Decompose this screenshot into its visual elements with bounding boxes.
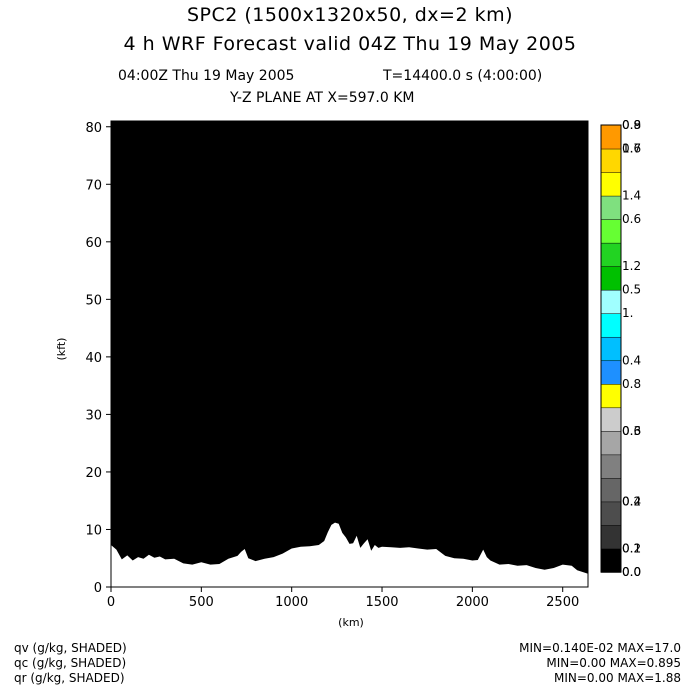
colorbar-swatch bbox=[600, 383, 622, 409]
colorbar-swatch bbox=[600, 360, 622, 385]
colorbar-swatch bbox=[600, 524, 622, 550]
valid-time-label: 04:00Z Thu 19 May 2005 bbox=[118, 68, 295, 84]
colorbar-label: 0.7 bbox=[622, 142, 641, 156]
colorbar-label: 1.4 bbox=[622, 189, 641, 203]
colorbar-label: 0.0 bbox=[622, 565, 641, 579]
colorbar-swatch bbox=[600, 336, 622, 362]
colorbar-label: 1. bbox=[622, 306, 633, 320]
x-tick-label: 1000 bbox=[275, 595, 308, 610]
colorbar-label: 0.9 bbox=[622, 118, 641, 132]
x-tick-label: 0 bbox=[107, 595, 115, 610]
colorbar-swatch bbox=[600, 289, 622, 314]
legend-qc-label: qc (g/kg, SHADED) bbox=[14, 656, 127, 670]
colorbar-swatch bbox=[600, 218, 622, 244]
colorbar-label: 0.4 bbox=[622, 353, 641, 367]
colorbar-label: 0.6 bbox=[622, 424, 641, 438]
colorbar-label: 0.4 bbox=[622, 494, 641, 508]
colorbar-swatch bbox=[600, 124, 622, 150]
plot-frame bbox=[110, 120, 589, 588]
chart-title-line2: 4 h WRF Forecast valid 04Z Thu 19 May 20… bbox=[123, 33, 577, 55]
x-axis-label: (km) bbox=[338, 616, 364, 629]
y-tick-label: 0 bbox=[94, 581, 102, 596]
colorbar-label: 0.2 bbox=[622, 542, 641, 556]
legend-qr-stats: MIN=0.00 MAX=1.88 bbox=[553, 671, 681, 685]
y-tick-label: 70 bbox=[85, 178, 102, 193]
colorbar-label: 0.2 bbox=[622, 494, 641, 508]
colorbar-swatch bbox=[600, 265, 622, 291]
colorbar-swatch bbox=[600, 501, 622, 526]
colorbar-swatch bbox=[600, 312, 622, 338]
y-tick-label: 60 bbox=[85, 236, 102, 251]
colorbar-label: 0.0 bbox=[622, 565, 641, 579]
y-tick-label: 50 bbox=[85, 293, 102, 308]
colorbar-swatch bbox=[600, 195, 622, 220]
legend-qv-label: qv (g/kg, SHADED) bbox=[14, 641, 127, 655]
colorbar-swatch bbox=[600, 477, 622, 503]
colorbar-label: 0.3 bbox=[622, 424, 641, 438]
colorbar-label: 0.8 bbox=[622, 118, 641, 132]
colorbar-frame bbox=[600, 124, 622, 573]
colorbar-swatch bbox=[600, 454, 622, 479]
colorbar-swatch bbox=[600, 548, 622, 573]
cross-section-plane-label: Y-Z PLANE AT X=597.0 KM bbox=[230, 90, 415, 106]
plot-area bbox=[111, 121, 588, 587]
y-tick-label: 30 bbox=[85, 408, 102, 423]
y-tick-label: 20 bbox=[85, 466, 102, 481]
y-tick-label: 40 bbox=[85, 351, 102, 366]
legend-qr-label: qr (g/kg, SHADED) bbox=[14, 671, 125, 685]
chart-title-line1: SPC2 (1500x1320x50, dx=2 km) bbox=[186, 4, 514, 26]
colorbar-label: 0.5 bbox=[622, 283, 641, 297]
colorbar-label: 0.6 bbox=[622, 212, 641, 226]
colorbar-swatch bbox=[600, 171, 622, 197]
colorbar-swatch bbox=[600, 430, 622, 456]
x-tick-label: 2500 bbox=[546, 595, 579, 610]
colorbar-label: 1.6 bbox=[622, 142, 641, 156]
colorbar-label: 1.2 bbox=[622, 259, 641, 273]
y-tick-label: 10 bbox=[85, 523, 102, 538]
model-time-label: T=14400.0 s (4:00:00) bbox=[383, 68, 543, 84]
colorbar-swatch bbox=[600, 148, 622, 173]
terrain-profile bbox=[111, 522, 588, 587]
colorbar-swatch bbox=[600, 407, 622, 432]
x-tick-label: 2000 bbox=[456, 595, 489, 610]
legend-qv-stats: MIN=0.140E-02 MAX=17.0 bbox=[519, 641, 681, 655]
x-tick-label: 500 bbox=[189, 595, 214, 610]
x-tick-label: 1500 bbox=[365, 595, 398, 610]
y-axis-label: (kft) bbox=[55, 338, 68, 361]
colorbar-label: 0.8 bbox=[622, 377, 641, 391]
legend-qc-stats: MIN=0.00 MAX=0.895 bbox=[546, 656, 681, 670]
y-tick-label: 80 bbox=[85, 121, 102, 136]
colorbar-swatch bbox=[600, 242, 622, 267]
colorbar-label: 0.1 bbox=[622, 542, 641, 556]
